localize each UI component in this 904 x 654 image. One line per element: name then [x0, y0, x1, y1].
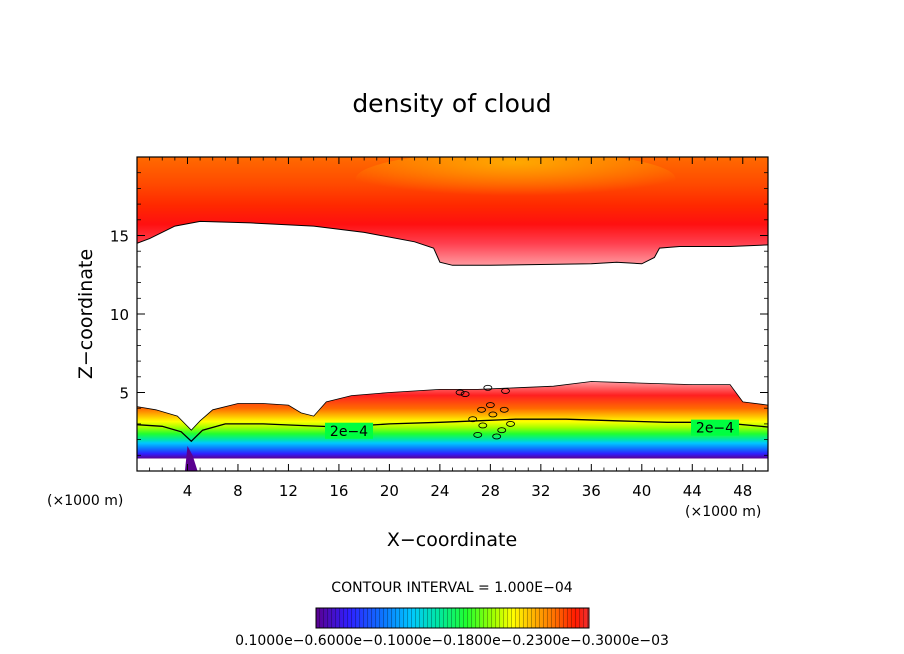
- x-tick-label: 12: [279, 482, 298, 500]
- lower-cloud-outline: [137, 381, 768, 431]
- turbulence-contour: [468, 416, 478, 423]
- chart-title: density of cloud: [352, 89, 551, 118]
- turbulence-contour: [497, 427, 507, 434]
- y-tick-label: 10: [110, 306, 129, 324]
- x-unit-left: (×1000 m): [47, 493, 123, 509]
- turbulence-contour: [492, 433, 502, 440]
- colorbar-labels: 0.1000e−0.6000e−0.1000e−0.1800e−0.2300e−…: [235, 633, 669, 649]
- contour-label-bg: [325, 422, 374, 439]
- turbulence-contour: [501, 387, 510, 394]
- x-tick-label: 28: [481, 482, 500, 500]
- turbulence-contour: [499, 406, 509, 413]
- x-tick-label: 16: [329, 482, 348, 500]
- turbulence-contour: [483, 384, 493, 391]
- contour-interval-text: CONTOUR INTERVAL = 1.000E−04: [331, 580, 572, 596]
- x-tick-label: 32: [531, 482, 550, 500]
- colorbar-frame: [315, 607, 590, 629]
- y-tick-label: 5: [119, 385, 129, 403]
- x-tick-label: 20: [380, 482, 399, 500]
- x-tick-label: 44: [683, 482, 702, 500]
- y-tick-label: 15: [110, 228, 129, 246]
- turbulence-contour: [485, 402, 495, 409]
- turbulence-contour: [506, 420, 516, 427]
- x-tick-label: 4: [183, 482, 193, 500]
- colorbar-ticks: [316, 608, 589, 628]
- x-axis: 4 8 12 16 20 24 28 32 36 40 44 48: [149, 157, 756, 500]
- lower-cloud-layer: [137, 381, 768, 459]
- x-unit-right: (×1000 m): [685, 504, 761, 520]
- x-tick-label: 8: [233, 482, 243, 500]
- contour-label: 2e−4: [330, 424, 368, 440]
- turbulence-contour: [473, 431, 483, 438]
- x-tick-label: 48: [733, 482, 752, 500]
- x-tick-label: 24: [430, 482, 449, 500]
- contour-label-bg: [690, 419, 739, 436]
- turbulence-contour: [477, 406, 486, 413]
- turbulence-contour: [488, 411, 498, 418]
- x-axis-title: X−coordinate: [387, 529, 517, 551]
- turbulence-contour: [460, 391, 470, 398]
- x-tick-label: 40: [632, 482, 651, 500]
- y-axis: 5 10 15: [110, 172, 768, 456]
- updraft-column: [184, 445, 198, 471]
- turbulence-contour: [478, 422, 488, 429]
- contour-label: 2e−4: [696, 421, 734, 437]
- x-tick-label: 36: [582, 482, 601, 500]
- upper-cloud-core: [355, 157, 676, 207]
- y-axis-title: Z−coordinate: [75, 249, 97, 379]
- turbulence-contour: [455, 389, 465, 396]
- plot-area: 2e−4 2e−4: [137, 157, 768, 471]
- upper-cloud-outline: [137, 220, 768, 266]
